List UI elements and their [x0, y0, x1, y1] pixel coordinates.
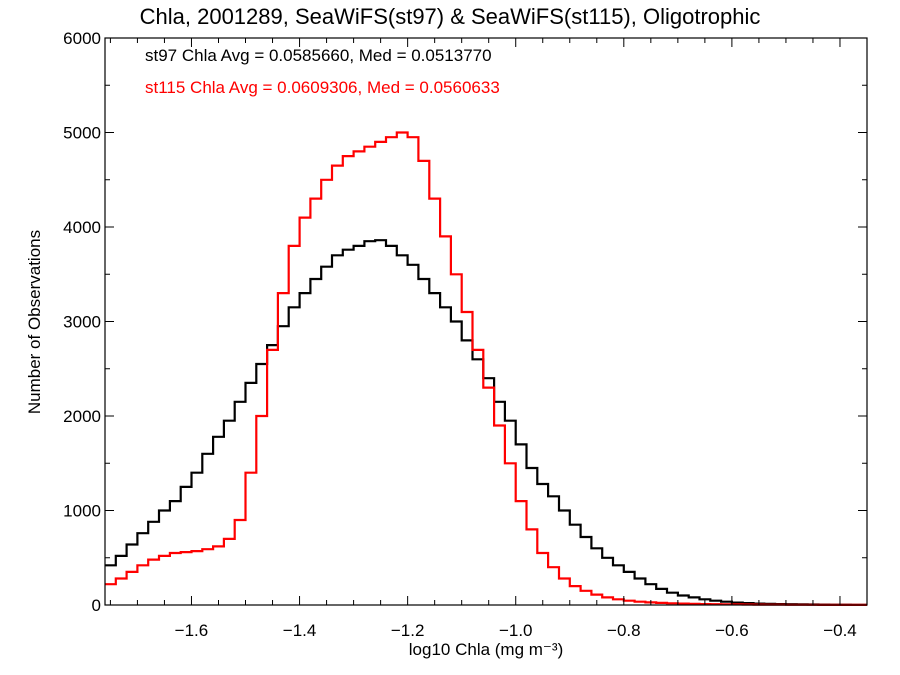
x-tick-label: −1.4: [283, 621, 317, 640]
y-tick-label: 4000: [63, 218, 101, 237]
x-tick-label: −1.6: [175, 621, 209, 640]
x-tick-label: −0.6: [715, 621, 749, 640]
x-tick-label: −1.2: [391, 621, 425, 640]
plot-frame: [104, 37, 868, 606]
series-layer: [105, 131, 867, 606]
series-line-st115: [105, 131, 867, 606]
y-axis-title: Number of Observations: [25, 230, 44, 414]
tick-layer: −1.6 −1.4 −1.2 −1.0 −0.8 −0.6 −0.4 0 1000 2000 300…: [63, 29, 867, 640]
y-tick-label: 5000: [63, 124, 101, 143]
y-tick-label: 3000: [63, 313, 101, 332]
x-tick-label: −0.4: [823, 621, 857, 640]
y-tick-label: 2000: [63, 407, 101, 426]
y-tick-label: 6000: [63, 29, 101, 48]
series-line-st97: [105, 239, 867, 606]
y-tick-label: 0: [92, 596, 101, 615]
x-tick-label: −1.0: [499, 621, 533, 640]
annotation-st115: st115 Chla Avg = 0.0609306, Med = 0.0560…: [145, 78, 500, 97]
x-axis-title: log10 Chla (mg m⁻³): [409, 640, 563, 659]
x-tick-label: −0.8: [607, 621, 641, 640]
y-tick-label: 1000: [63, 502, 101, 521]
annotation-st97: st97 Chla Avg = 0.0585660, Med = 0.05137…: [145, 46, 492, 65]
chart-title: Chla, 2001289, SeaWiFS(st97) & SeaWiFS(s…: [139, 4, 761, 29]
